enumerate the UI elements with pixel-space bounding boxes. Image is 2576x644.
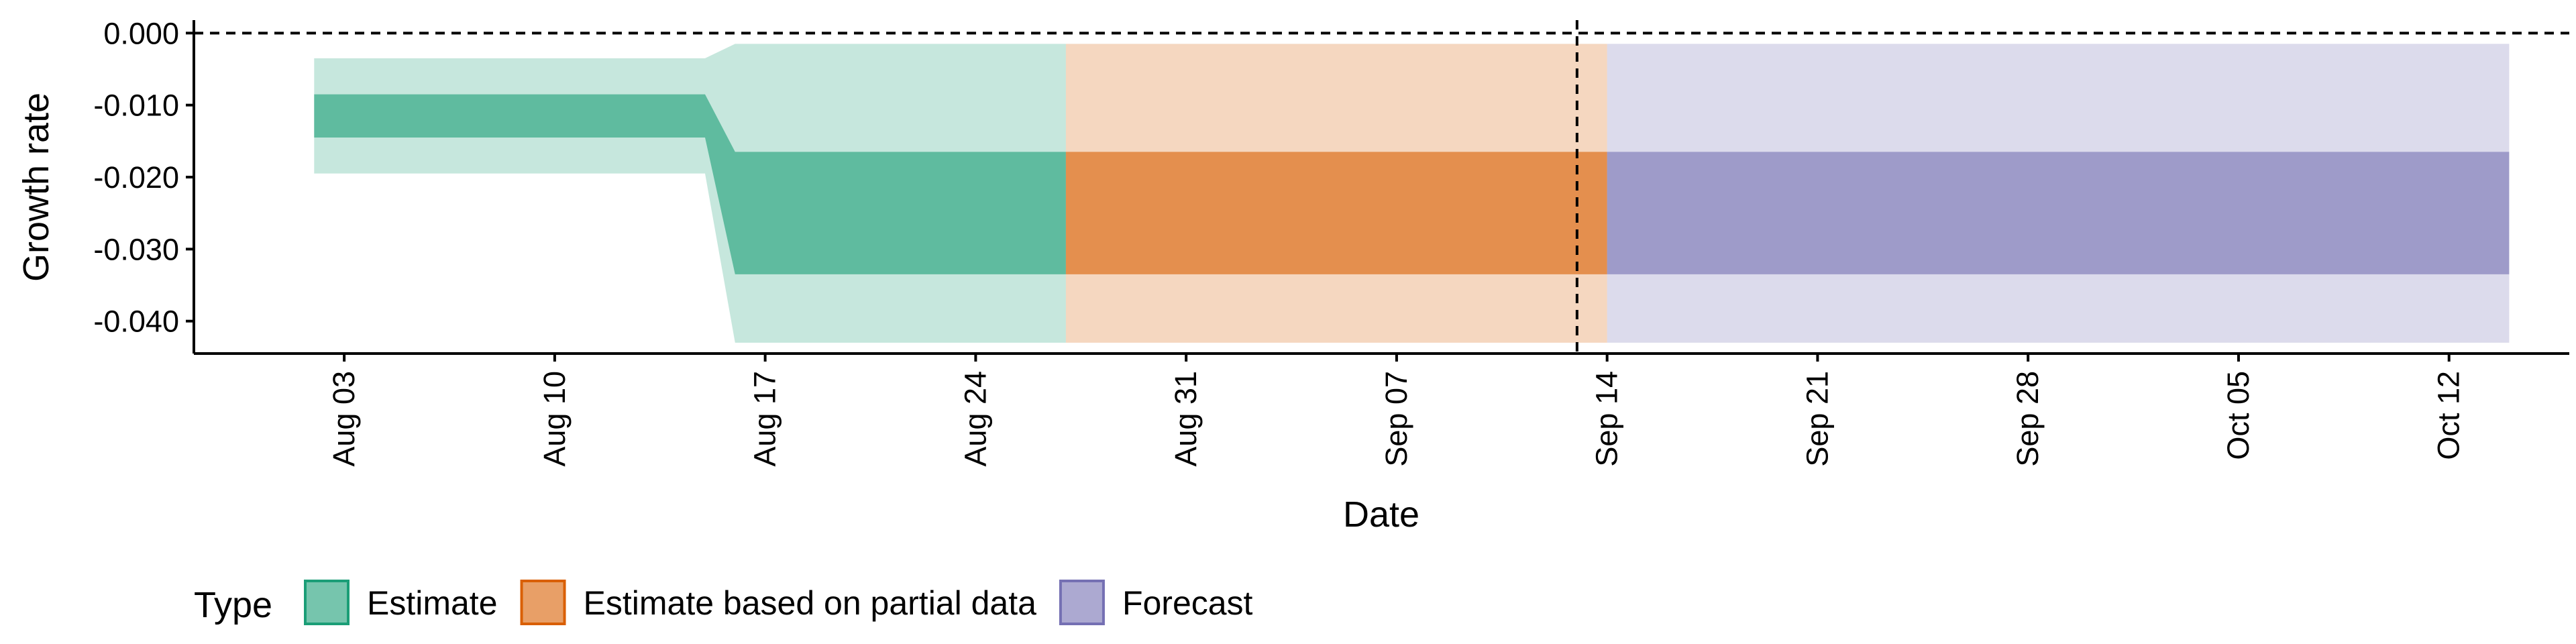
legend-swatch-1 (304, 580, 350, 625)
x-tick-label: Sep 07 (1379, 371, 1413, 467)
legend-title: Type (194, 585, 272, 625)
x-ticks: Aug 03 Aug 10 Aug 17 Aug 24 Aug 31 Sep 07 Sep … (327, 354, 2466, 467)
x-tick-label: Aug 17 (748, 371, 782, 467)
legend: Type Estimate Estimate based on partial d… (194, 580, 1253, 625)
y-tick-label: -0.010 (93, 89, 179, 123)
legend-label-2: Estimate based on partial data (584, 584, 1037, 622)
legend-swatch-3 (1059, 580, 1105, 625)
band-inner-series-2 (1065, 152, 1607, 274)
y-axis-title: Growth rate (16, 93, 56, 282)
reference-lines (194, 20, 2569, 354)
y-ticks: 0.000 -0.010 -0.020 -0.030 -0.040 (93, 16, 194, 339)
x-tick-label: Sep 28 (2010, 371, 2045, 467)
x-tick-label: Sep 21 (1800, 371, 1834, 467)
legend-label-3: Forecast (1122, 584, 1253, 622)
y-tick-label: -0.020 (93, 160, 179, 195)
axes (193, 20, 2569, 355)
legend-label-1: Estimate (367, 584, 498, 622)
y-tick-label: 0.000 (103, 16, 179, 50)
band-inner-series-3 (1607, 152, 2510, 274)
x-tick-label: Aug 03 (327, 371, 361, 467)
bands-layer (314, 44, 2510, 343)
x-tick-label: Sep 14 (1590, 371, 1624, 467)
legend-swatch-2 (520, 580, 566, 625)
band-inner-series-1 (314, 94, 1066, 274)
x-tick-label: Aug 31 (1169, 371, 1203, 467)
y-tick-label: -0.040 (93, 305, 179, 339)
x-axis-title: Date (1343, 494, 1419, 535)
x-tick-label: Aug 24 (958, 371, 992, 467)
x-tick-label: Oct 12 (2432, 371, 2466, 460)
y-tick-label: -0.030 (93, 232, 179, 266)
x-tick-label: Aug 10 (537, 371, 572, 467)
x-tick-label: Oct 05 (2221, 371, 2255, 460)
